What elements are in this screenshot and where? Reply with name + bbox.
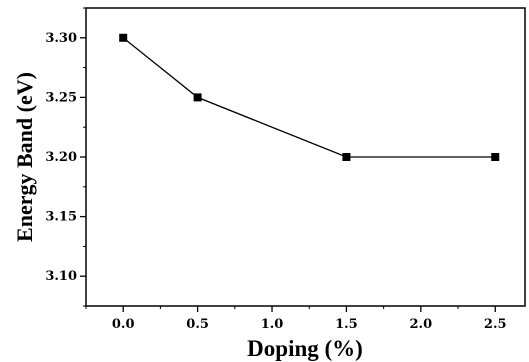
data-point <box>119 33 128 42</box>
x-tick-label: 1.0 <box>261 317 284 332</box>
data-point <box>193 93 202 102</box>
x-tick-label: 1.5 <box>335 317 358 332</box>
x-tick-label: 2.0 <box>410 317 433 332</box>
x-tick-label: 2.5 <box>484 317 507 332</box>
x-tick-label: 0.0 <box>112 317 135 332</box>
y-tick-label: 3.25 <box>45 90 77 105</box>
data-point <box>491 153 500 161</box>
data-point <box>342 153 351 161</box>
y-tick-label: 3.30 <box>45 31 77 46</box>
y-axis-title: Energy Band (eV) <box>12 72 37 242</box>
y-tick-label: 3.10 <box>45 269 77 284</box>
series-line <box>122 37 496 158</box>
y-tick-label: 3.15 <box>45 210 77 225</box>
x-axis-title: Doping (%) <box>247 336 363 361</box>
series <box>119 33 500 161</box>
x-tick-label: 0.5 <box>186 317 209 332</box>
y-tick-label: 3.20 <box>45 150 77 165</box>
ticks: 0.0 0.5 1.0 1.5 2.0 2.5 3.10 3.15 3.20 3.25 3.30 <box>45 7 507 332</box>
